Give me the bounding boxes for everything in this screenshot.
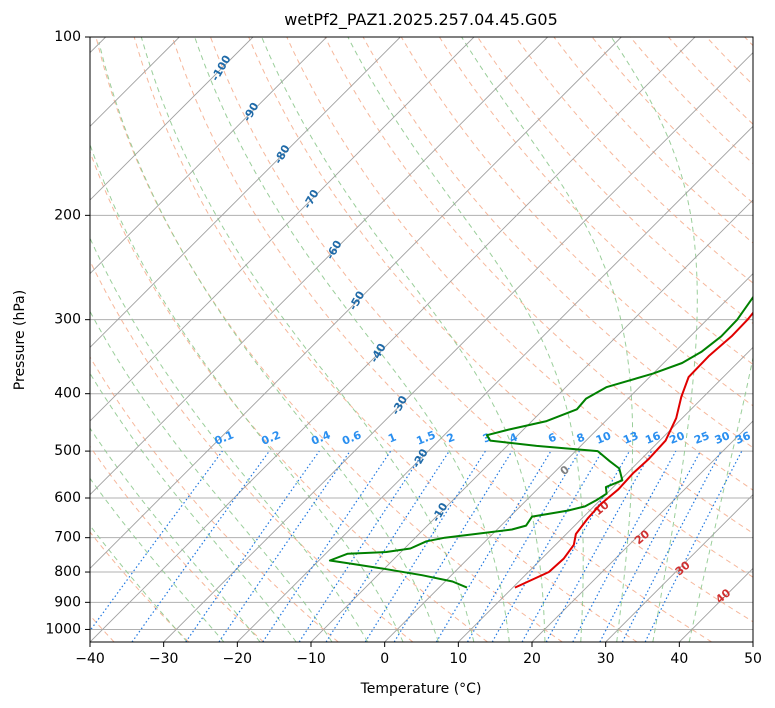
profiles <box>328 295 753 589</box>
mixing-ratio-label: 25 <box>692 429 711 447</box>
plot-area: -100-90-80-70-60-50-40-30-20-100.1 0.2 0.4… <box>90 37 753 642</box>
y-tick-label: 800 <box>54 564 81 580</box>
mixing-ratio-line <box>218 450 351 642</box>
isotherm-line <box>310 199 753 642</box>
isotherm-line <box>384 273 753 642</box>
moist-adiabats <box>90 37 753 642</box>
mixing-ratio-label: 36 <box>733 429 752 447</box>
isotherm-line <box>531 420 753 642</box>
chart-title: wetPf2_PAZ1.2025.257.04.45.G05 <box>284 10 558 30</box>
dry-adiabat-line <box>210 37 753 623</box>
grid-layer <box>90 37 753 630</box>
moist-adiabat-line <box>90 427 261 642</box>
x-tick-label: 20 <box>523 651 541 667</box>
mixing-ratio-label: 30 <box>713 429 732 447</box>
isotherm-line <box>90 37 254 201</box>
y-tick-label: 900 <box>54 594 81 610</box>
moist-adiabat-line <box>90 310 333 642</box>
moist-adiabat-line <box>347 37 584 642</box>
mixing-ratio-label: 13 <box>621 429 640 447</box>
y-tick-label: 1000 <box>45 621 81 637</box>
moist-adiabat-line <box>90 236 369 642</box>
dewpoint-profile-line <box>328 295 753 589</box>
moist-adiabat-line <box>90 524 188 642</box>
mixing-ratio-label: 20 <box>668 429 687 447</box>
mixing-ratio-line <box>262 450 392 642</box>
y-axis: 100 200 300 400 500 600 700 800 900 1000 <box>45 29 90 637</box>
x-tick-label: 10 <box>449 651 467 667</box>
x-tick-label: 30 <box>597 651 615 667</box>
mixing-ratio-line <box>90 450 223 632</box>
dry-adiabat-line <box>90 150 488 642</box>
dry-adiabat-line <box>90 531 190 642</box>
mixing-ratio-line <box>325 450 450 642</box>
isotherm-line <box>90 37 475 422</box>
x-tick-label: −30 <box>149 651 179 667</box>
mixing-ratio-label: 16 <box>643 429 662 447</box>
dry-adiabat-line <box>133 37 638 642</box>
x-tick-label: 40 <box>670 651 688 667</box>
moist-adiabat-line <box>261 37 546 642</box>
isotherm-line <box>605 494 753 642</box>
y-tick-label: 100 <box>54 29 81 45</box>
isotherm-line <box>90 37 327 275</box>
mixing-ratio-label: 2 <box>445 431 457 446</box>
moist-adiabat-line <box>140 37 475 642</box>
isotherm-line <box>90 37 696 642</box>
x-tick-label: −40 <box>75 651 105 667</box>
mixing-ratio-line <box>131 450 270 642</box>
isotherm-line <box>458 346 753 642</box>
y-tick-label: 700 <box>54 530 81 546</box>
dry-adiabat-line <box>90 445 264 642</box>
x-tick-label: −10 <box>296 651 326 667</box>
dry-adiabat-line <box>438 37 753 366</box>
dry-adiabat-line <box>400 37 753 407</box>
y-axis-label: Pressure (hPa) <box>12 290 28 390</box>
dry-adiabat-line <box>171 37 712 642</box>
mixing-ratio-label: 10 <box>594 429 613 447</box>
y-tick-label: 300 <box>54 312 81 328</box>
x-tick-label: 0 <box>380 651 389 667</box>
mixing-ratio-label: 3 <box>481 431 493 446</box>
mixing-ratio-label: 8 <box>575 431 587 446</box>
x-tick-label: −20 <box>223 651 253 667</box>
x-tick-label: 50 <box>744 651 762 667</box>
isotherm-line <box>163 52 753 642</box>
moist-adiabat-line <box>610 37 698 642</box>
isotherm-line <box>90 37 401 348</box>
dry-adiabat-line <box>515 37 753 284</box>
isotherms <box>90 37 753 642</box>
mixing-ratio-line <box>545 450 653 642</box>
isotherm-line <box>90 37 548 496</box>
mixing-ratio-line <box>185 450 320 642</box>
y-tick-label: 400 <box>54 386 81 402</box>
y-tick-label: 500 <box>54 443 81 459</box>
x-axis-label: Temperature (°C) <box>360 681 482 697</box>
mixing-ratio-label: 1 <box>386 431 398 446</box>
mixing-ratio-line <box>572 450 677 642</box>
x-axis: −40 −30 −20 −10 0 10 20 30 40 50 <box>75 642 762 667</box>
dry-adiabat-line <box>248 37 753 578</box>
mixing-ratio-line <box>644 450 743 642</box>
dry-adiabat-line <box>90 356 339 642</box>
y-tick-label: 600 <box>54 490 81 506</box>
y-tick-label: 200 <box>54 207 81 223</box>
temperature-profile-line <box>514 311 753 589</box>
isotherm-line <box>90 37 622 569</box>
moist-adiabat-line <box>98 41 439 642</box>
isotherm-line <box>237 125 753 642</box>
plot-frame <box>89 36 754 643</box>
moist-adiabat-line <box>90 142 404 642</box>
mixing-ratio-line <box>393 450 513 642</box>
